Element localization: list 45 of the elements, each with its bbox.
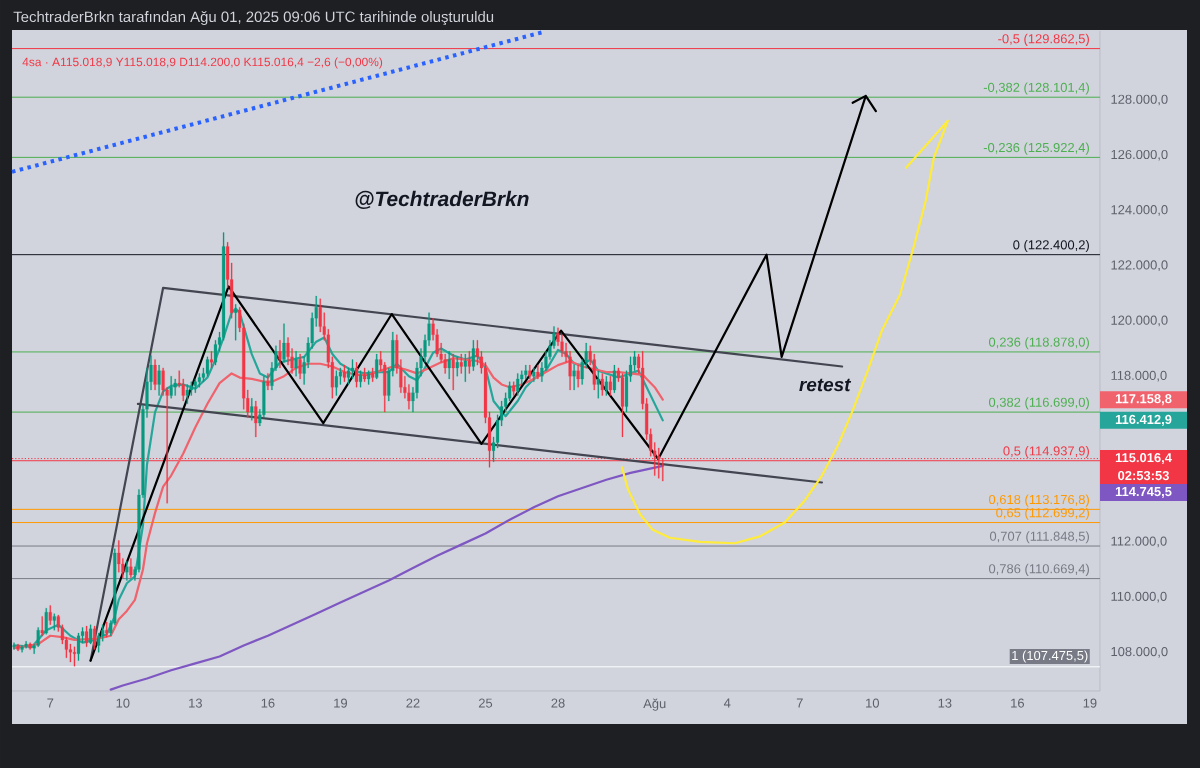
x-tick-label: 13 xyxy=(189,698,202,708)
y-tick-label: 120.000,0 xyxy=(1111,315,1168,327)
ref-line-label: -0,382 (128.101,4) xyxy=(983,82,1089,95)
x-tick-label: 19 xyxy=(334,698,348,708)
x-tick-label: 16 xyxy=(1011,698,1025,708)
chart-title: TechtraderBrkn tarafından Ağu 01, 2025 09:06 UTC tarihinde oluşturuldu xyxy=(13,10,494,26)
ref-line-label: 0,786 (110.669,4) xyxy=(988,563,1089,576)
ref-line-label: 0 (122.400,2) xyxy=(1013,239,1089,252)
x-tick-label: 7 xyxy=(47,698,54,708)
x-tick-label: 25 xyxy=(478,698,493,708)
annotation: retest xyxy=(799,378,852,392)
x-tick-label: 22 xyxy=(406,698,420,708)
x-tick-label: 13 xyxy=(938,698,952,708)
x-tick-label: 19 xyxy=(1083,698,1097,708)
y-tick-label: 128.000,0 xyxy=(1111,94,1168,106)
x-tick-label: 10 xyxy=(116,698,130,708)
text: 114.745,5 xyxy=(1115,487,1172,499)
x-tick-label: 16 xyxy=(261,698,275,708)
ref-line-label: 0,707 (111.848,5) xyxy=(989,531,1089,544)
x-tick-label: 4 xyxy=(723,698,731,708)
ref-line-label: 1 (107.475,5) xyxy=(1012,650,1088,663)
y-tick-label: 112.000,0 xyxy=(1111,536,1167,548)
ref-line-label: -0,5 (129.862,5) xyxy=(998,33,1089,46)
ref-line-label: -0,236 (125.922,4) xyxy=(983,142,1089,155)
ref-line-label: 115.016,4 xyxy=(1115,453,1172,465)
ref-line-label: 0,65 (112.699,2) xyxy=(996,507,1089,520)
x-tick-label: 10 xyxy=(866,698,880,708)
y-tick-label: 108.000,0 xyxy=(1111,646,1168,658)
y-tick-label: 118.000,0 xyxy=(1111,370,1167,382)
ref-line-label: 0,236 (118.878,0) xyxy=(988,337,1089,350)
y-tick-label: 110.000,0 xyxy=(1111,591,1167,603)
ref-line-label: 0,618 (113.176,8) xyxy=(988,494,1089,507)
ref-line-label: 0,5 (114.937,9) xyxy=(1003,445,1089,459)
y-tick-label: 126.000,0 xyxy=(1111,149,1168,161)
x-tick-label: Ağu xyxy=(643,698,666,711)
y-tick-label: 124.000,0 xyxy=(1111,205,1168,216)
text: 116.412,9 xyxy=(1115,414,1172,426)
x-tick-label: 28 xyxy=(551,698,565,708)
x-tick-label: 7 xyxy=(796,698,803,708)
y-tick-label: 122.000,0 xyxy=(1111,260,1168,272)
text: 117.158,8 xyxy=(1115,394,1172,406)
annotation: @TechtraderBrkn xyxy=(355,190,529,210)
text: 4sa · A115.018,9 Y115.018,9 D114.200,0 K115.016,4 −2,6 (−0,00%) xyxy=(22,57,383,69)
text: 02:53:53 xyxy=(1118,470,1169,481)
ref-line-label: 0,382 (116.699,0) xyxy=(988,397,1089,410)
